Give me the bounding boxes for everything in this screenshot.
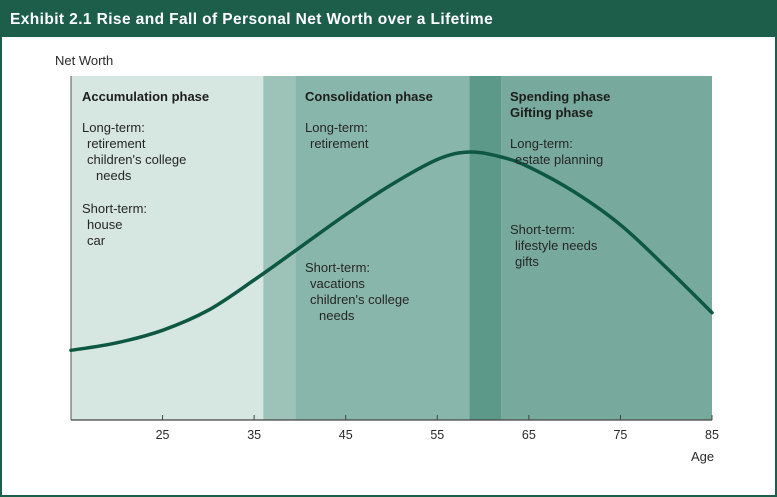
accumulation-short-term-label: Short-term:: [82, 201, 147, 216]
x-tick-label: 25: [156, 428, 170, 442]
x-tick-label: 55: [430, 428, 444, 442]
consolidation-long-item: retirement: [310, 136, 369, 151]
spending-short-item: lifestyle needs: [515, 238, 598, 253]
band-consolidation: [295, 76, 470, 420]
accumulation-long-term-label: Long-term:: [82, 120, 145, 135]
x-tick-label: 45: [339, 428, 353, 442]
net-worth-curve: [69, 150, 714, 353]
accumulation-short-item: house: [87, 217, 122, 232]
accumulation-phase-text: Accumulation phase Long-term: retirement…: [82, 89, 209, 248]
consolidation-phase-text: Consolidation phase Long-term: retiremen…: [305, 89, 433, 323]
spending-long-term-label: Long-term:: [510, 136, 573, 151]
accumulation-long-item: needs: [96, 168, 132, 183]
x-axis-label: Age: [691, 449, 714, 464]
spending-phase-text: Spending phase Gifting phase Long-term: …: [510, 89, 610, 269]
y-axis-label: Net Worth: [55, 53, 113, 68]
band-transition-1: [263, 76, 296, 420]
band-spending: [501, 76, 712, 420]
spending-short-term-label: Short-term:: [510, 222, 575, 237]
consolidation-long-term-label: Long-term:: [305, 120, 368, 135]
spending-short-item: gifts: [515, 254, 539, 269]
gifting-phase-title: Gifting phase: [510, 105, 593, 120]
x-tick-label: 35: [247, 428, 261, 442]
phase-bands: [71, 76, 712, 420]
consolidation-short-item: children's college: [310, 292, 409, 307]
consolidation-short-item: needs: [319, 308, 355, 323]
x-tick-label: 85: [705, 428, 719, 442]
accumulation-phase-title: Accumulation phase: [82, 89, 209, 104]
consolidation-short-item: vacations: [310, 276, 365, 291]
x-tick-label: 75: [613, 428, 627, 442]
accumulation-short-item: car: [87, 233, 106, 248]
spending-long-item: estate planning: [515, 152, 603, 167]
spending-phase-title: Spending phase: [510, 89, 610, 104]
consolidation-phase-title: Consolidation phase: [305, 89, 433, 104]
accumulation-long-item: children's college: [87, 152, 186, 167]
consolidation-short-term-label: Short-term:: [305, 260, 370, 275]
accumulation-long-item: retirement: [87, 136, 146, 151]
exhibit-title: Exhibit 2.1 Rise and Fall of Personal Ne…: [2, 2, 775, 37]
band-accumulation: [71, 76, 264, 420]
x-tick-label: 65: [522, 428, 536, 442]
band-transition-2: [469, 76, 502, 420]
x-ticks: 25 35 45 55 65 75 85: [156, 415, 719, 442]
